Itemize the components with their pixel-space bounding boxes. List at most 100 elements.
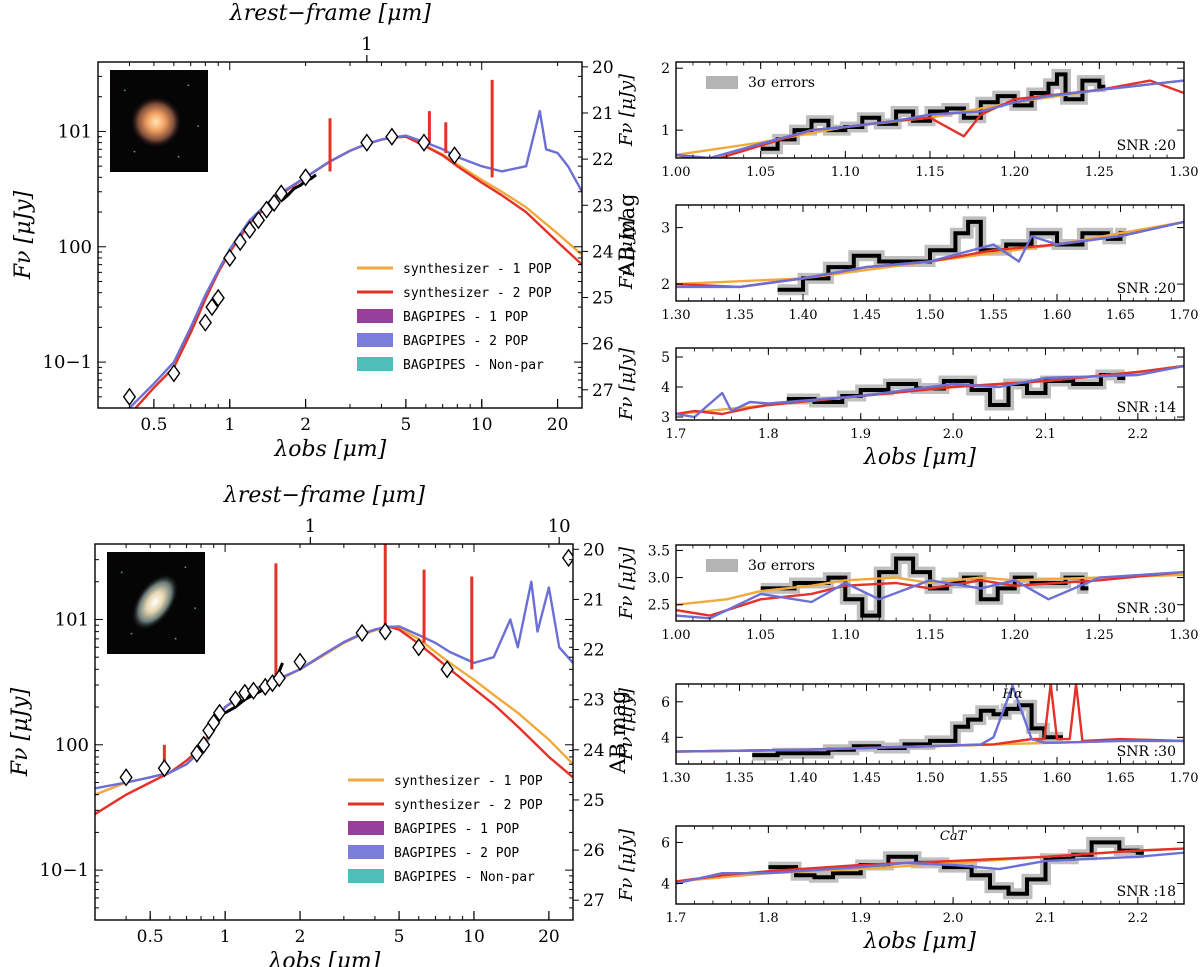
mag-tick-label: 23: [583, 691, 605, 711]
x-tick-label: 0.5: [140, 415, 167, 435]
top-tick-label: 10: [548, 516, 571, 537]
top-tick-label: 1: [361, 34, 372, 55]
spec-1b-panel: 1.30 1.35 1.40 1.45 1.50 1.55 1.60 1.65 1.70 2 3 Fν…: [616, 204, 1198, 323]
photometry-point: [205, 297, 219, 317]
observed-spectrum: [786, 373, 1126, 407]
observed-spectrum: [768, 840, 1144, 896]
bottom-sed-frame: [94, 543, 574, 921]
x-tick-label: 1.70: [1170, 771, 1199, 786]
x-tick-label: 1.00: [662, 165, 691, 180]
photometry-point: [378, 622, 392, 641]
y-axis-label: Fν [μJy]: [616, 828, 637, 902]
photometry-point: [197, 735, 211, 754]
x-tick-label: 1.9: [850, 427, 871, 442]
x-tick-label: 2.0: [943, 427, 964, 442]
y-tick-label: 1: [661, 123, 670, 139]
mag-tick-label: 26: [583, 841, 605, 861]
photometry-point: [223, 248, 237, 268]
x-tick-label: 1.50: [916, 771, 945, 786]
legend-patch-swatch: [348, 869, 384, 883]
mag-tick-label: 22: [592, 150, 614, 170]
x-tick-label: 5: [394, 927, 405, 947]
photometry-point: [212, 703, 227, 722]
star-speck: [133, 150, 136, 153]
photometry-point: [211, 288, 225, 308]
series-line-synthesizer-2-pop: [133, 135, 582, 408]
photometry-point: [246, 681, 261, 700]
observed-spectrum: [760, 72, 1106, 151]
model-line-bagpipes-2-pop: [676, 79, 1184, 158]
mag-tick-label: 20: [583, 540, 605, 560]
photometry-point: [440, 660, 454, 679]
x-tick-label: 2.0: [943, 911, 964, 926]
legend-label: synthesizer - 1 POP: [403, 262, 552, 277]
y-tick-label: 4: [661, 730, 670, 746]
y-tick-label: 3: [661, 221, 670, 237]
x-tick-label: 0.5: [137, 927, 164, 947]
y-tick-label: 3: [661, 410, 670, 426]
mag-tick-label: 22: [583, 641, 605, 661]
galaxy-thumbnail: [107, 552, 205, 654]
mag-tick-label: 21: [592, 104, 614, 124]
x-tick-label: 1.60: [1043, 308, 1072, 323]
x-tick-label: 1.10: [831, 628, 860, 643]
legend-patch-swatch: [357, 309, 393, 323]
x-tick-label: 1.55: [979, 308, 1008, 323]
x-tick-label: 2.1: [1035, 427, 1056, 442]
photometry-point: [267, 193, 281, 213]
y-tick-label: 2: [661, 61, 670, 77]
error-legend-label: 3σ errors: [748, 75, 815, 91]
snr-label: SNR :14: [1117, 400, 1176, 416]
line-annotation: Hα: [1001, 687, 1022, 702]
legend-label: synthesizer - 2 POP: [394, 798, 543, 813]
x-tick-label: 1.05: [746, 165, 775, 180]
x-tick-label: 1.65: [1106, 308, 1135, 323]
x-tick-label: 1.20: [1000, 628, 1029, 643]
x-tick-label: 1.30: [662, 771, 691, 786]
x-tick-label: 1.30: [1170, 628, 1199, 643]
y-axis-label: Fν [μJy]: [616, 546, 637, 620]
mag-tick-label: 25: [592, 289, 614, 309]
photometry-point: [417, 133, 431, 152]
snr-label: SNR :30: [1117, 601, 1176, 617]
x-tick-label: 1.50: [916, 308, 945, 323]
mag-tick-label: 27: [592, 381, 614, 401]
snr-label: SNR :20: [1117, 281, 1176, 297]
galaxy-blob: [131, 573, 179, 631]
x-tick-label: 1.8: [758, 427, 779, 442]
x-axis-label: λobs [μm]: [273, 437, 386, 462]
legend-patch-swatch: [348, 821, 384, 835]
spec-1a-panel: 1.00 1.05 1.10 1.15 1.20 1.25 1.30 1 2 Fν [μJy] SN…: [616, 61, 1198, 180]
x-tick-label: 1.00: [662, 628, 691, 643]
y-tick-label: 3.5: [648, 543, 670, 559]
legend-label: BAGPIPES - 1 POP: [403, 310, 528, 325]
legend-label: BAGPIPES - Non-par: [403, 358, 544, 373]
x-tick-label: 1.15: [916, 165, 945, 180]
photometry-point: [198, 313, 212, 332]
model-line-bagpipes-2-pop: [676, 220, 1184, 289]
star-speck: [194, 607, 197, 609]
mag-tick-label: 24: [592, 242, 614, 262]
star-speck: [174, 637, 177, 640]
x-tick-label: 2.2: [1127, 911, 1148, 926]
x-tick-label: 1.20: [1000, 165, 1029, 180]
x-tick-label: 1.7: [666, 427, 687, 442]
snr-label: SNR :20: [1117, 138, 1176, 154]
bottom-sed-plot-area: [95, 544, 573, 816]
x-tick-label: 20: [538, 927, 560, 947]
y-tick-label: 100: [55, 735, 89, 756]
photometry-point: [251, 210, 266, 230]
spec-1c-frame: [675, 347, 1185, 421]
series-line-bagpipes-2-pop: [126, 109, 582, 408]
x-tick-label: 1.35: [725, 308, 754, 323]
y-tick-label: 2.5: [648, 598, 670, 614]
x-tick-label: 1: [224, 415, 235, 435]
photometry-point: [355, 623, 369, 643]
x-tick-label: 2.2: [1127, 427, 1148, 442]
top-tick-label: 1: [305, 516, 316, 537]
mag-tick-label: 27: [583, 891, 605, 911]
right-axis-label: AB mag: [615, 193, 639, 277]
error-legend-swatch: [706, 76, 738, 89]
snr-label: SNR :30: [1117, 744, 1176, 760]
